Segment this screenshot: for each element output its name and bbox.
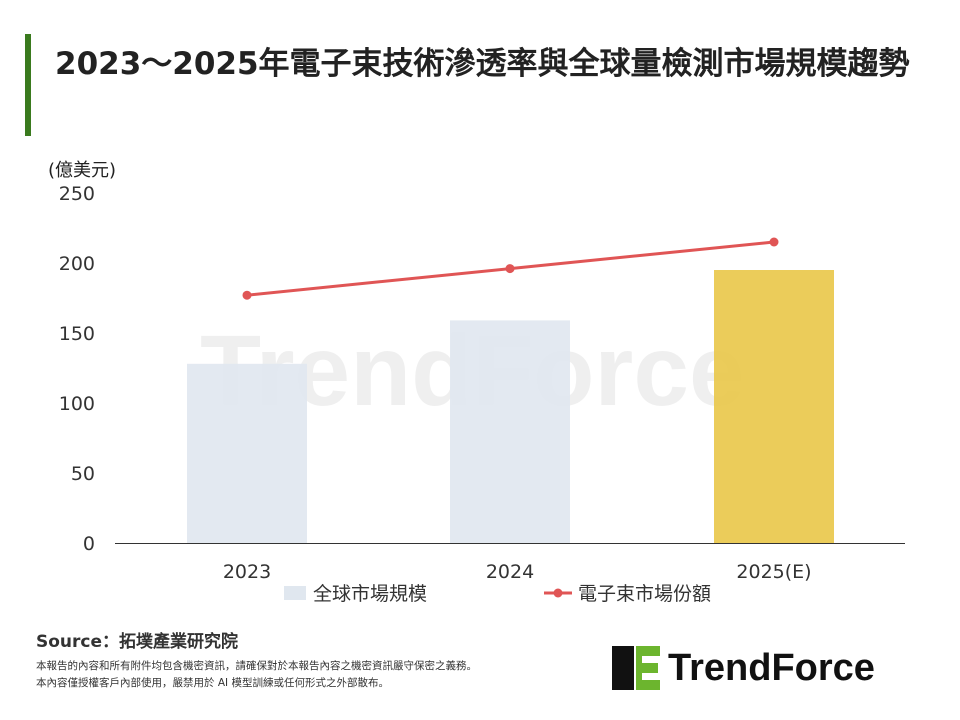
x-tick-label: 2025(E) <box>736 561 811 583</box>
line-point-2024 <box>505 264 515 274</box>
legend-label-bar: 全球市場規模 <box>313 583 427 605</box>
line-point-2025(E) <box>769 237 779 247</box>
logo-text: TrendForce <box>668 646 875 689</box>
confidential-note-2: 本內容僅授權客戶內部使用，嚴禁用於 AI 模型訓練或任何形式之外部散布。 <box>36 677 389 689</box>
title-accent-bar <box>25 34 31 136</box>
legend-label-line: 電子束市場份額 <box>578 583 711 605</box>
chart-title: 2023～2025年電子束技術滲透率與全球量檢測市場規模趨勢 <box>55 46 910 82</box>
x-tick-label: 2024 <box>486 561 534 583</box>
legend-swatch-marker <box>553 588 563 598</box>
line-point-2023 <box>242 290 252 300</box>
source: Source：拓墣產業研究院 <box>36 632 239 652</box>
bar-2024 <box>450 320 570 543</box>
bar-2023 <box>187 363 307 543</box>
y-tick-label: 250 <box>59 183 95 205</box>
confidential-note-1: 本報告的內容和所有附件均包含機密資訊，請確保對於本報告內容之機密資訊嚴守保密之義… <box>36 660 477 672</box>
y-tick-label: 200 <box>59 253 95 275</box>
trendforce-logo-icon <box>612 646 660 690</box>
y-tick-label: 0 <box>83 533 95 555</box>
y-tick-label: 100 <box>59 393 95 415</box>
y-tick-label: 50 <box>71 463 95 485</box>
bar-2025(E) <box>714 270 834 543</box>
legend-swatch-bar <box>284 586 306 600</box>
trendforce-logo: TrendForce <box>612 646 875 690</box>
x-tick-label: 2023 <box>223 561 271 583</box>
y-tick-label: 150 <box>59 323 95 345</box>
y-axis-unit: (億美元) <box>48 160 117 181</box>
